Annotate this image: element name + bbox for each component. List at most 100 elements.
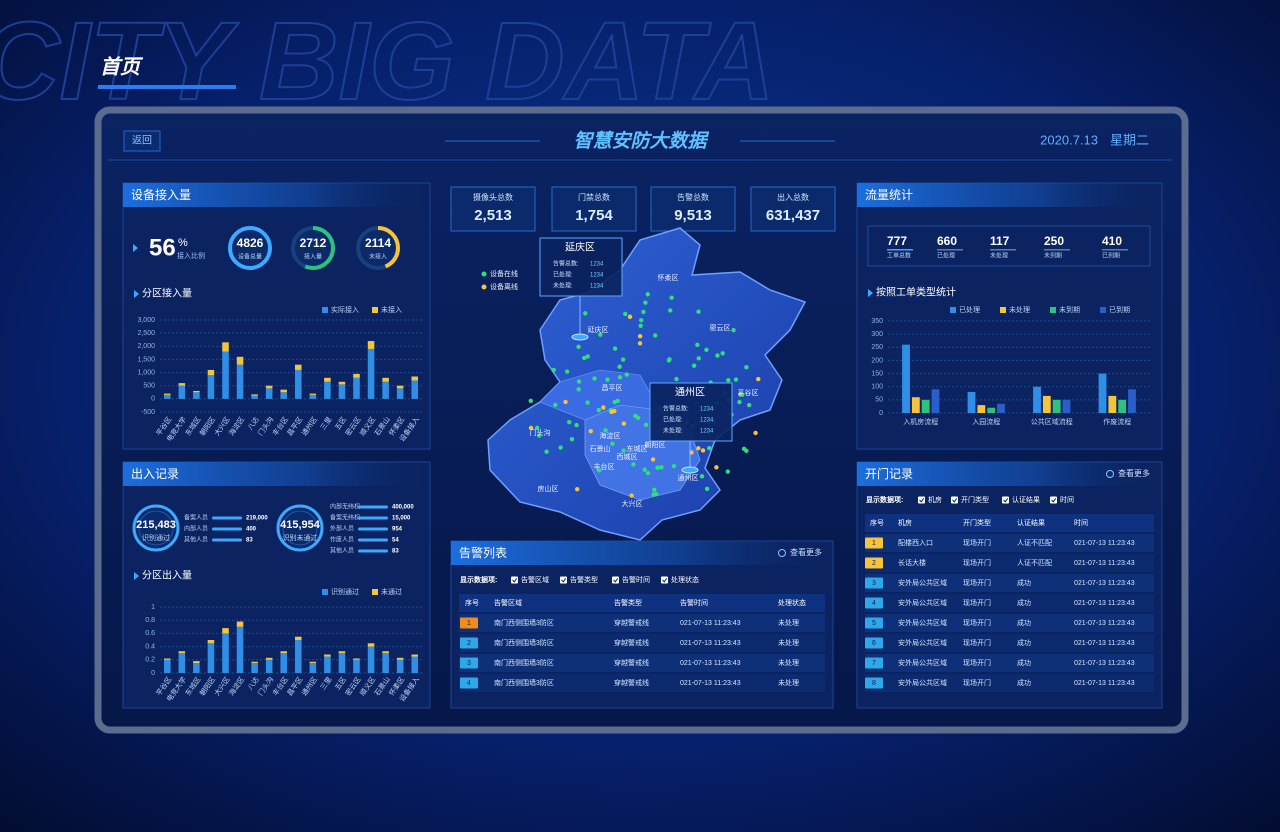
bar xyxy=(324,654,331,657)
card-label: 出入总数 xyxy=(777,192,809,202)
district-label: 平谷区 xyxy=(738,388,759,397)
table-cell: 未处理 xyxy=(778,618,799,627)
bar xyxy=(222,628,229,634)
device-dot xyxy=(637,334,643,339)
stats-frame xyxy=(867,225,1151,267)
date: 2020.7.13 xyxy=(1040,132,1098,147)
checkbox[interactable] xyxy=(1002,496,1009,504)
bar xyxy=(931,389,940,413)
back-label[interactable]: 返回 xyxy=(132,135,152,147)
table-cell: 021-07-13 11:23:43 xyxy=(1074,540,1135,547)
bar xyxy=(338,381,346,385)
bar xyxy=(222,342,229,352)
legend-label: 已到期 xyxy=(1109,306,1130,314)
checkbox[interactable] xyxy=(951,496,958,504)
bar xyxy=(977,405,986,413)
bar xyxy=(309,393,317,395)
table-cell: 成功 xyxy=(1017,578,1031,587)
device-dot xyxy=(667,357,672,362)
bar xyxy=(1062,399,1071,413)
more-link[interactable]: 查看更多 xyxy=(790,547,822,557)
summary-card xyxy=(750,186,836,232)
bar xyxy=(382,653,389,673)
bar xyxy=(222,633,229,673)
device-dot xyxy=(744,448,749,453)
card-label: 告警总数 xyxy=(677,192,709,202)
table-cell: 成功 xyxy=(1017,658,1031,667)
filter-item[interactable]: 告警区域 xyxy=(521,575,549,584)
more-link[interactable]: 查看更多 xyxy=(1118,468,1150,478)
device-dot xyxy=(740,392,745,397)
filter-item[interactable]: 机房 xyxy=(928,495,942,504)
filter-item[interactable]: 告警时间 xyxy=(622,575,650,584)
filter-label: 显示数据项: xyxy=(460,575,497,584)
checkbox[interactable] xyxy=(661,576,668,584)
more-icon[interactable] xyxy=(1106,470,1114,478)
checkbox[interactable] xyxy=(1050,496,1057,504)
bar xyxy=(396,385,404,389)
table-cell: 现场开门 xyxy=(963,658,991,667)
ring-inner xyxy=(282,510,318,546)
table-cell: 安外局公共区域 xyxy=(898,618,947,627)
column-header: 告警区域 xyxy=(494,598,522,607)
stat-underline xyxy=(1044,249,1070,251)
legend-label: 设备离线 xyxy=(490,282,518,291)
filter-item[interactable]: 处理状态 xyxy=(671,575,699,584)
back-button[interactable] xyxy=(123,130,161,152)
gauge-value: 2114 xyxy=(365,236,391,250)
device-dot xyxy=(596,468,602,473)
checkbox[interactable] xyxy=(560,576,567,584)
y-tick-label: 250 xyxy=(871,344,883,351)
bar xyxy=(178,653,186,673)
rank-number: 1 xyxy=(467,620,471,627)
stat-underline xyxy=(887,249,913,251)
table-cell: 安外局公共区域 xyxy=(898,658,947,667)
filter-item[interactable]: 认证结果 xyxy=(1012,495,1040,504)
bar xyxy=(367,646,375,673)
stat-value: 117 xyxy=(990,234,1010,248)
device-dot xyxy=(726,377,731,383)
device-dot xyxy=(585,354,590,359)
rank-number: 3 xyxy=(467,660,471,667)
filter-item[interactable]: 开门类型 xyxy=(961,495,989,504)
rank-badge xyxy=(460,637,478,649)
bar xyxy=(222,351,229,399)
y-tick-label: 350 xyxy=(871,318,883,325)
filter-item[interactable]: 告警类型 xyxy=(570,575,598,584)
filter-item[interactable]: 时间 xyxy=(1060,495,1074,504)
device-dot xyxy=(637,341,643,346)
panel-title: 告警列表 xyxy=(459,545,507,560)
card-label: 摄像头总数 xyxy=(473,192,513,202)
bar xyxy=(309,394,317,399)
checkbox[interactable] xyxy=(918,496,925,504)
device-dot xyxy=(756,376,761,382)
bar xyxy=(193,392,200,399)
bar xyxy=(353,377,360,399)
checkbox[interactable] xyxy=(612,576,619,584)
device-dot xyxy=(601,405,606,410)
ring-label: 识别未通过 xyxy=(283,533,318,542)
legend-label: 实际接入 xyxy=(331,305,359,314)
more-icon[interactable] xyxy=(778,549,786,557)
chart-title: 分区出入量 xyxy=(142,569,192,582)
table-cell: 021-07-13 11:23:43 xyxy=(1074,620,1135,627)
device-dot xyxy=(544,449,549,454)
device-dot xyxy=(652,333,658,338)
rank-number: 6 xyxy=(872,640,876,647)
y-tick-label: 50 xyxy=(875,397,883,404)
table-cell: 现场开门 xyxy=(963,678,991,687)
bar xyxy=(164,659,171,673)
device-dot xyxy=(617,364,622,369)
y-tick-label: 0 xyxy=(879,410,883,417)
device-dot xyxy=(714,465,719,470)
device-dot xyxy=(695,342,700,348)
weekday: 星期二 xyxy=(1110,132,1149,147)
device-dot xyxy=(655,465,660,470)
bar xyxy=(1118,399,1127,413)
checkbox[interactable] xyxy=(511,576,518,584)
gauge-arc xyxy=(228,226,272,270)
district-label: 石景山 xyxy=(590,444,611,453)
legend-label: 未接入 xyxy=(381,305,402,314)
device-dot xyxy=(588,428,593,434)
bar xyxy=(265,659,273,673)
